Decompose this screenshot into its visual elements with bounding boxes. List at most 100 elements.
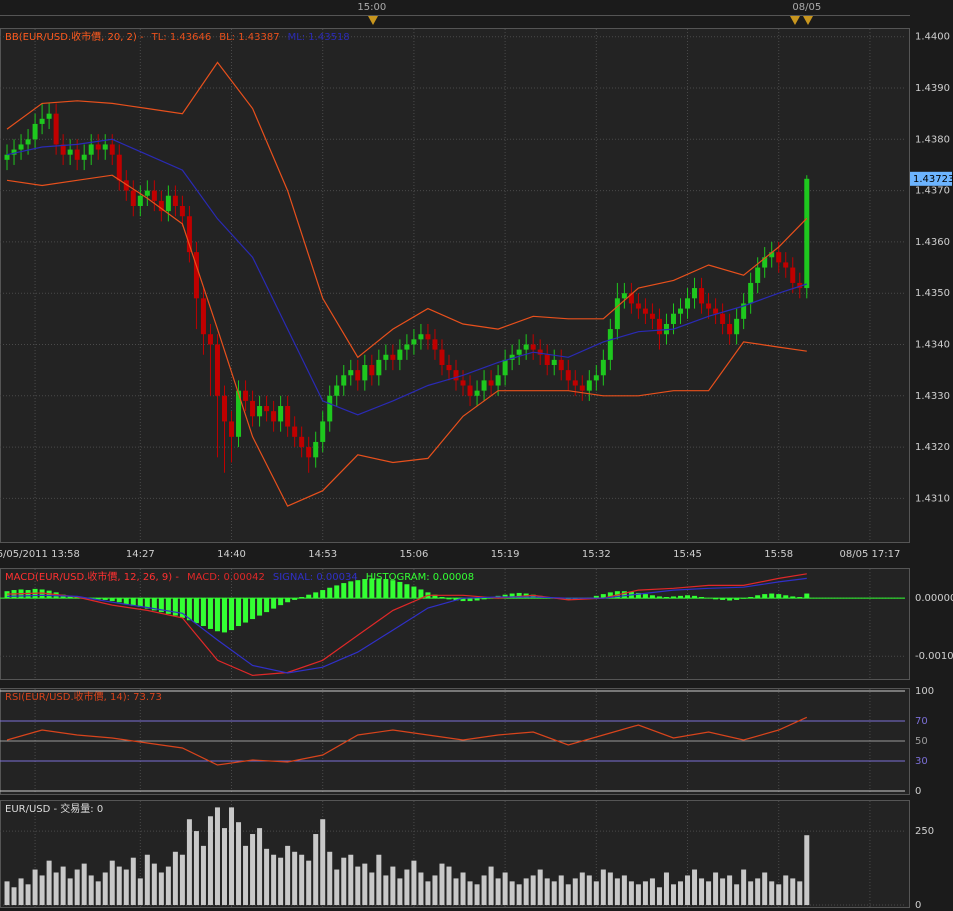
- y-tick-label: 1.4360: [915, 237, 950, 248]
- legend-text: MACD(EUR/USD.收市價, 12, 26, 9) -: [5, 570, 179, 583]
- histogram-bar: [685, 595, 691, 599]
- histogram-bar: [713, 598, 719, 600]
- histogram-bar: [453, 598, 459, 601]
- histogram-bar: [292, 598, 298, 600]
- histogram-bar: [151, 598, 157, 611]
- candle-body: [565, 370, 571, 381]
- volume-bar: [551, 881, 557, 906]
- volume-bar: [116, 866, 122, 906]
- volume-bar: [467, 881, 473, 906]
- candle-body: [439, 349, 445, 366]
- volume-bar: [481, 875, 487, 906]
- volume-bar: [439, 863, 445, 906]
- candle-body: [488, 380, 494, 386]
- y-tick-label: 0: [915, 786, 921, 797]
- indicator-line: [6, 138, 807, 416]
- candle-body: [481, 380, 487, 391]
- candle-body: [523, 344, 529, 350]
- candle-body: [25, 139, 31, 145]
- volume-bar: [81, 863, 87, 906]
- candle-body: [95, 144, 101, 150]
- candle-body: [299, 436, 305, 448]
- candle-body: [656, 318, 662, 335]
- volume-bar: [642, 881, 648, 906]
- volume-bar: [607, 872, 613, 906]
- histogram-bar: [404, 584, 410, 599]
- y-tick-label: 1.4330: [915, 391, 950, 402]
- volume-bar: [39, 875, 45, 906]
- event-marker: [803, 16, 813, 25]
- volume-bar: [229, 807, 235, 906]
- volume-bar: [804, 835, 810, 906]
- histogram-bar: [285, 598, 291, 603]
- volume-bar: [446, 866, 452, 906]
- y-tick-label: 1.4310: [915, 493, 950, 504]
- y-tick-label: 1.4320: [915, 442, 950, 453]
- histogram-bar: [4, 591, 10, 599]
- candle-body: [411, 339, 417, 345]
- volume-bar: [383, 875, 389, 906]
- candle-body: [102, 144, 108, 150]
- candle-body: [649, 313, 655, 319]
- volume-bar: [32, 869, 38, 906]
- x-tick-label: 14:53: [308, 549, 337, 560]
- volume-bar: [102, 872, 108, 906]
- candle-body: [193, 252, 199, 299]
- candle-body: [607, 329, 613, 360]
- candle-body: [4, 154, 10, 160]
- histogram-bar: [692, 595, 698, 599]
- candle-body: [137, 195, 143, 206]
- candle-body: [706, 303, 712, 309]
- y-tick-label: 70: [915, 716, 928, 727]
- histogram-bar: [102, 598, 108, 600]
- candle-body: [376, 359, 382, 376]
- histogram-bar: [320, 590, 326, 599]
- candle-body: [179, 205, 185, 217]
- candle-body: [88, 144, 94, 155]
- y-tick-label: 1.4400: [915, 32, 950, 43]
- panel: [0, 568, 910, 680]
- candle-body: [509, 354, 515, 360]
- histogram-bar: [67, 595, 73, 599]
- volume-bar: [172, 851, 178, 906]
- histogram-bar: [158, 598, 164, 613]
- histogram-bar: [460, 598, 466, 602]
- candle-body: [200, 298, 206, 335]
- volume-bar: [151, 863, 157, 906]
- volume-bar: [678, 881, 684, 906]
- histogram-bar: [257, 598, 263, 616]
- legend-text: SIGNAL: 0.00034: [273, 572, 358, 583]
- event-marker: [368, 16, 378, 25]
- candle-body: [804, 178, 810, 289]
- histogram-bar: [635, 592, 641, 599]
- volume-bar: [200, 845, 206, 906]
- candle-body: [236, 390, 242, 437]
- volume-bar: [453, 878, 459, 906]
- candle-body: [692, 288, 698, 299]
- legend-text: BL: 1.43387: [219, 32, 279, 43]
- volume-bar: [74, 869, 80, 906]
- candle-body: [467, 385, 473, 396]
- candle-body: [369, 365, 375, 376]
- candle-body: [544, 354, 550, 366]
- histogram-bar: [481, 598, 487, 600]
- histogram-bar: [699, 597, 705, 599]
- volume-bar: [460, 872, 466, 906]
- histogram-bar: [327, 587, 333, 599]
- candle-body: [292, 426, 298, 437]
- histogram-bar: [207, 598, 213, 629]
- candle-body: [32, 123, 38, 140]
- candle-body: [221, 395, 227, 422]
- volume-bar: [250, 834, 256, 906]
- volume-bar: [544, 878, 550, 906]
- volume-bar: [221, 828, 227, 906]
- candle-body: [320, 421, 326, 442]
- volume-bar: [53, 872, 59, 906]
- histogram-bar: [362, 579, 368, 599]
- volume-bar: [425, 881, 431, 906]
- volume-bar: [207, 816, 213, 906]
- histogram-bar: [229, 598, 235, 631]
